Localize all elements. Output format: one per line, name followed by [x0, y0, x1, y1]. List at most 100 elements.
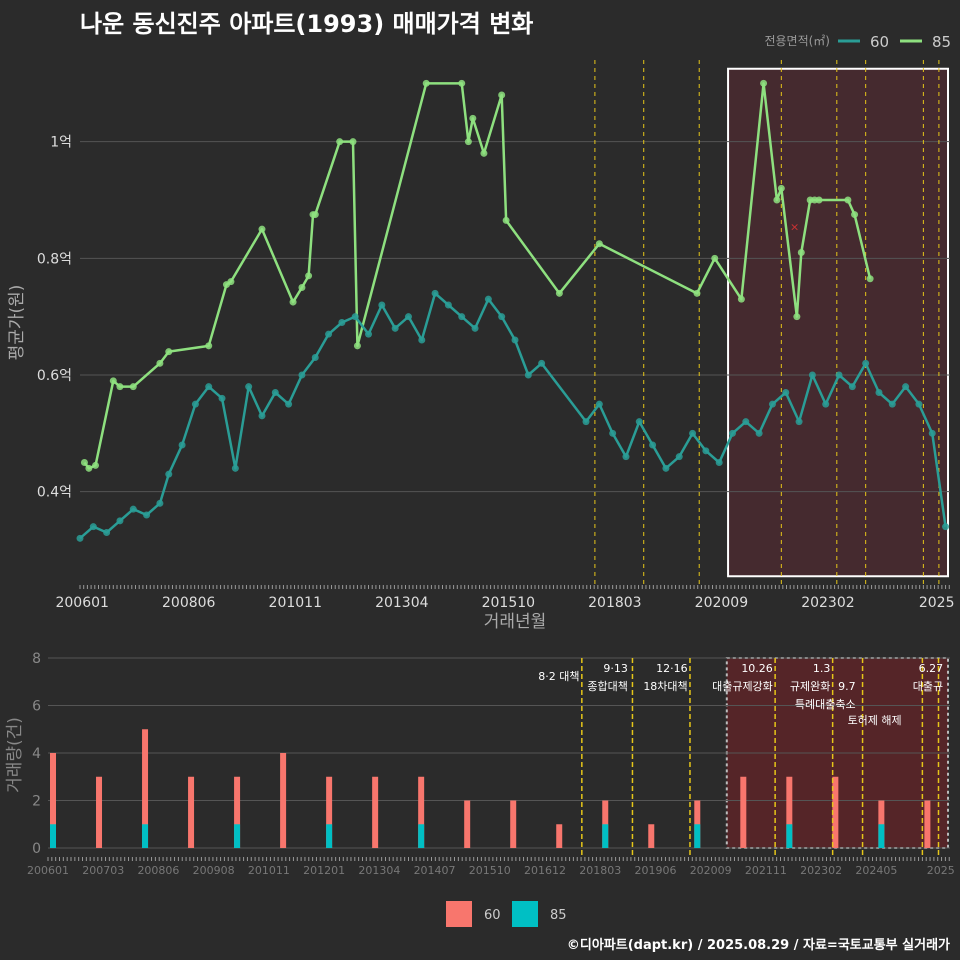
data-point-60 — [298, 371, 306, 379]
data-point-60 — [835, 371, 843, 379]
data-point-60 — [538, 359, 546, 367]
highlight-period — [727, 67, 949, 578]
data-point-60 — [484, 295, 492, 303]
volume-bar-60 — [234, 776, 241, 848]
x-tick-label: 201803 — [588, 595, 641, 611]
data-point-60 — [511, 336, 519, 344]
data-point-85 — [129, 383, 137, 391]
data-point-60 — [795, 418, 803, 426]
x-tick-label: 202111 — [745, 864, 787, 877]
data-point-60 — [848, 383, 856, 391]
data-point-60 — [156, 499, 164, 507]
x-tick-label: 201011 — [248, 864, 290, 877]
x-tick-label: 200806 — [137, 864, 179, 877]
volume-bar-60 — [326, 776, 333, 848]
data-point-60 — [862, 359, 870, 367]
policy-name-label: 규제완화 — [790, 680, 830, 693]
volume-bar-60 — [464, 800, 471, 848]
data-point-60 — [245, 383, 253, 391]
data-point-85 — [711, 254, 719, 262]
volume-bar-85 — [418, 824, 425, 848]
data-point-85 — [205, 342, 213, 350]
data-point-85 — [777, 184, 785, 192]
data-point-85 — [336, 138, 344, 146]
data-point-60 — [338, 319, 346, 326]
volume-bar-85 — [234, 824, 241, 848]
x-tick-label: 201510 — [469, 864, 511, 877]
data-point-60 — [365, 330, 373, 338]
volume-bar-60 — [372, 776, 379, 848]
policy-date-label: 9.7 — [838, 680, 856, 693]
data-point-60 — [782, 389, 790, 396]
data-point-60 — [902, 383, 910, 391]
policy-name-label: 특례대출축소 — [795, 698, 856, 711]
data-point-60 — [875, 389, 883, 396]
data-point-85 — [851, 211, 859, 219]
x-tick-label: 2025 — [919, 595, 955, 611]
bar-legend-key-60 — [446, 901, 472, 927]
y-tick-label: 8 — [32, 651, 41, 667]
data-point-85 — [305, 272, 313, 280]
policy-name-label: 종합대책 — [587, 680, 627, 693]
data-point-85 — [502, 216, 510, 224]
volume-chart: 0 2 4 6 8 8·2 대책 9·13 종합대책 12·16 18차대책 10.26 대출규제강화… — [5, 651, 955, 877]
x-tick-label: 201011 — [269, 595, 322, 611]
data-point-85 — [92, 461, 100, 469]
data-point-60 — [471, 324, 479, 332]
data-point-60 — [431, 289, 439, 297]
data-point-85 — [595, 240, 603, 248]
x-tick-label: 201510 — [482, 595, 535, 611]
x-tick-label: 202302 — [800, 864, 842, 877]
data-point-85 — [480, 149, 488, 157]
data-point-60 — [755, 429, 763, 437]
data-point-60 — [524, 371, 532, 379]
data-point-60 — [311, 354, 319, 361]
volume-bar-60 — [96, 776, 103, 848]
volume-bar-85 — [786, 824, 793, 848]
data-point-85 — [165, 348, 173, 356]
bar-legend-key-85 — [512, 901, 538, 927]
policy-date-label: 8·2 대책 — [538, 670, 579, 683]
data-point-85 — [353, 342, 361, 350]
volume-bar-85 — [50, 824, 56, 848]
data-point-85 — [760, 79, 768, 87]
volume-bar-85 — [142, 824, 149, 848]
data-point-60 — [458, 313, 466, 321]
chart-title: 나운 동신진주 아파트(1993) 매매가격 변화 — [80, 10, 534, 38]
policy-date-label: 9·13 — [603, 662, 628, 675]
policy-date-label: 6.27 — [919, 662, 944, 675]
series-line-60 — [79, 292, 947, 540]
price-chart: 0.4억 0.6억 0.8억 1억 200601 200806 201011 201304 20… — [7, 60, 955, 632]
x-axis-title: 거래년월 — [484, 612, 547, 632]
data-point-60 — [888, 400, 896, 408]
y-tick-label: 1억 — [50, 135, 72, 151]
data-point-60 — [609, 429, 617, 437]
policy-name-label: 대출규 — [913, 680, 943, 693]
data-point-60 — [351, 313, 359, 321]
data-point-85 — [80, 459, 88, 466]
data-point-85 — [464, 138, 472, 146]
data-point-60 — [404, 313, 412, 321]
data-point-85 — [311, 211, 319, 219]
data-point-60 — [942, 523, 950, 531]
y-axis-title: 거래량(건) — [5, 717, 25, 793]
x-tick-label: 202009 — [695, 595, 748, 611]
x-tick-label: 201803 — [579, 864, 621, 877]
x-tick-label: 202302 — [801, 595, 854, 611]
data-point-60 — [582, 418, 590, 426]
x-tick-label: 200703 — [82, 864, 124, 877]
data-point-60 — [391, 324, 399, 332]
data-point-60 — [103, 529, 111, 536]
policy-date-label: 10.26 — [741, 662, 773, 675]
data-point-85 — [458, 79, 466, 87]
data-point-60 — [89, 523, 97, 531]
data-point-60 — [271, 389, 279, 396]
volume-bar-60 — [510, 800, 517, 848]
y-tick-label: 6 — [32, 699, 41, 715]
data-point-60 — [622, 453, 630, 461]
data-point-85 — [737, 295, 745, 303]
y-tick-label: 0.6억 — [37, 368, 72, 384]
volume-bar-85 — [326, 824, 333, 848]
data-point-85 — [116, 383, 124, 391]
volume-bar-60 — [648, 824, 655, 848]
